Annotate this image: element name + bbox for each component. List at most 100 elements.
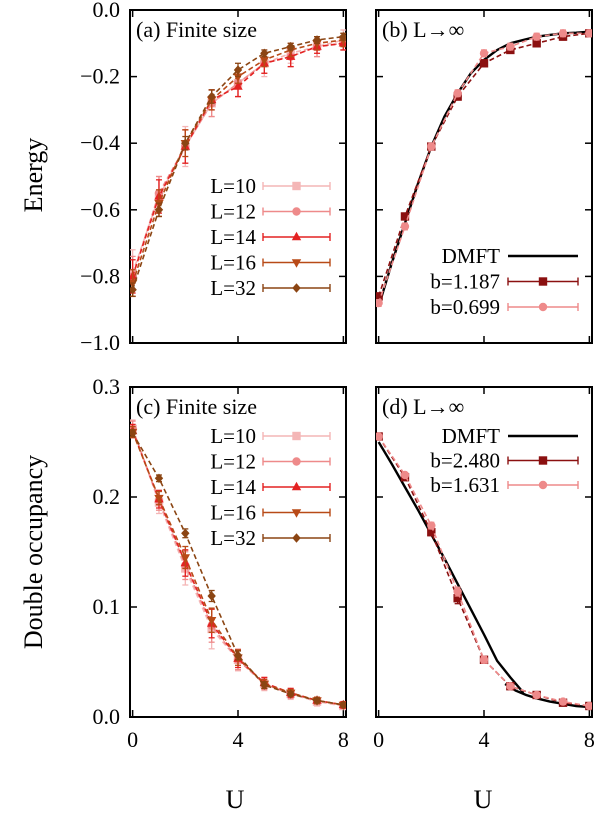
data-point xyxy=(400,222,410,231)
series-L=32 xyxy=(130,31,346,298)
y-tick-label: −0.2 xyxy=(80,64,120,89)
legend-marker xyxy=(292,431,301,441)
panel-a: 0.0 −0.2 −0.4 −0.6 −0.8 −1.0 (a) Finite size L=… xyxy=(80,0,347,355)
y-tick-label: −1.0 xyxy=(80,330,120,355)
series-L=32 xyxy=(130,428,346,710)
data-point xyxy=(585,29,592,38)
x-tick-label: 4 xyxy=(233,727,244,752)
data-point xyxy=(233,81,243,90)
legend-marker xyxy=(292,533,301,543)
dmft-curve xyxy=(377,441,525,694)
legend-marker xyxy=(292,207,301,216)
legend-label: b=1.187 xyxy=(430,270,500,294)
series-line xyxy=(131,42,344,277)
panel-b-data xyxy=(376,29,592,308)
data-point xyxy=(376,292,383,301)
data-point xyxy=(376,298,383,308)
data-point xyxy=(259,56,270,66)
y-tick-label: 0.2 xyxy=(93,484,121,509)
series-b=1.631 xyxy=(376,432,592,711)
data-point xyxy=(532,32,541,41)
data-point xyxy=(312,35,322,45)
panel-b-title: (b) L→∞ xyxy=(382,17,464,42)
data-point xyxy=(558,697,568,706)
series-line xyxy=(131,35,344,290)
data-point xyxy=(427,528,436,537)
legend-marker xyxy=(291,231,302,241)
data-point xyxy=(233,73,243,82)
legend-label: L=32 xyxy=(210,276,256,300)
data-point xyxy=(130,428,137,438)
legend-marker xyxy=(292,457,301,466)
data-point xyxy=(130,271,138,280)
x-axis-label-left: U xyxy=(226,785,245,814)
series-DMFT xyxy=(377,441,590,709)
panel-a-title: (a) Finite size xyxy=(136,17,257,42)
legend-label: L=14 xyxy=(210,475,256,499)
legend-label: L=16 xyxy=(210,501,256,525)
legend-marker xyxy=(538,302,548,312)
data-point xyxy=(260,48,269,58)
data-point xyxy=(181,528,190,538)
legend-label: L=32 xyxy=(210,526,256,550)
data-point xyxy=(427,521,436,530)
legend-marker xyxy=(292,181,301,191)
series-b=0.699 xyxy=(376,29,592,308)
legend-label: DMFT xyxy=(442,424,501,448)
data-point xyxy=(233,650,243,661)
data-point xyxy=(339,31,346,42)
data-point xyxy=(479,59,489,68)
data-point xyxy=(207,591,216,601)
x-tick-label: 4 xyxy=(479,727,490,752)
series-line xyxy=(131,39,344,274)
legend-marker xyxy=(538,456,548,465)
data-point xyxy=(286,41,295,52)
data-point xyxy=(286,689,295,699)
legend-label: b=1.631 xyxy=(430,473,500,497)
legend-label: L=12 xyxy=(210,450,256,474)
legend-label: DMFT xyxy=(442,244,501,268)
panel-a-legend: L=10L=12L=14L=16L=32 xyxy=(210,174,331,300)
panel-c: 0 4 80.00.10.20.3(c) Finite sizeL=10L=12L=… xyxy=(93,374,349,752)
legend-label: L=12 xyxy=(210,200,256,224)
data-point xyxy=(233,65,243,75)
legend-label: L=14 xyxy=(210,225,256,249)
data-point xyxy=(206,617,217,626)
data-point xyxy=(260,680,269,690)
y-tick-label: 0.1 xyxy=(93,594,121,619)
panels: 0.0 −0.2 −0.4 −0.6 −0.8 −1.0 (a) Finite size L=… xyxy=(80,0,595,752)
data-point xyxy=(400,212,410,221)
x-tick-label: 0 xyxy=(127,727,138,752)
series-line xyxy=(377,436,590,707)
x-tick-label: 0 xyxy=(373,727,384,752)
data-point xyxy=(453,587,462,596)
data-point xyxy=(339,700,346,710)
y-tick-label: −0.6 xyxy=(80,197,120,222)
data-point xyxy=(506,682,515,691)
x-tick-label: 8 xyxy=(338,727,349,752)
y-tick-label: 0.0 xyxy=(93,0,121,22)
data-point xyxy=(154,205,164,215)
y-tick-label: 0.3 xyxy=(93,374,121,399)
panel-a-data xyxy=(130,29,346,298)
series-line xyxy=(131,432,344,706)
data-point xyxy=(453,89,462,98)
double-occupancy-axis-label: Double occupancy xyxy=(19,455,48,649)
data-point xyxy=(479,655,489,664)
data-point xyxy=(181,138,190,148)
panel-d-title: (d) L→∞ xyxy=(382,394,464,419)
panel-c-title: (c) Finite size xyxy=(136,394,257,419)
data-point xyxy=(376,432,383,441)
data-point xyxy=(506,42,515,51)
legend-marker xyxy=(538,480,548,490)
x-tick-label: 8 xyxy=(584,727,595,752)
panel-d-data xyxy=(376,432,592,711)
data-point xyxy=(479,49,489,58)
legend-label: L=10 xyxy=(210,424,256,448)
panel-c-legend: L=10L=12L=14L=16L=32 xyxy=(210,424,331,550)
data-point xyxy=(130,285,137,295)
legend-label: b=0.699 xyxy=(430,295,500,319)
